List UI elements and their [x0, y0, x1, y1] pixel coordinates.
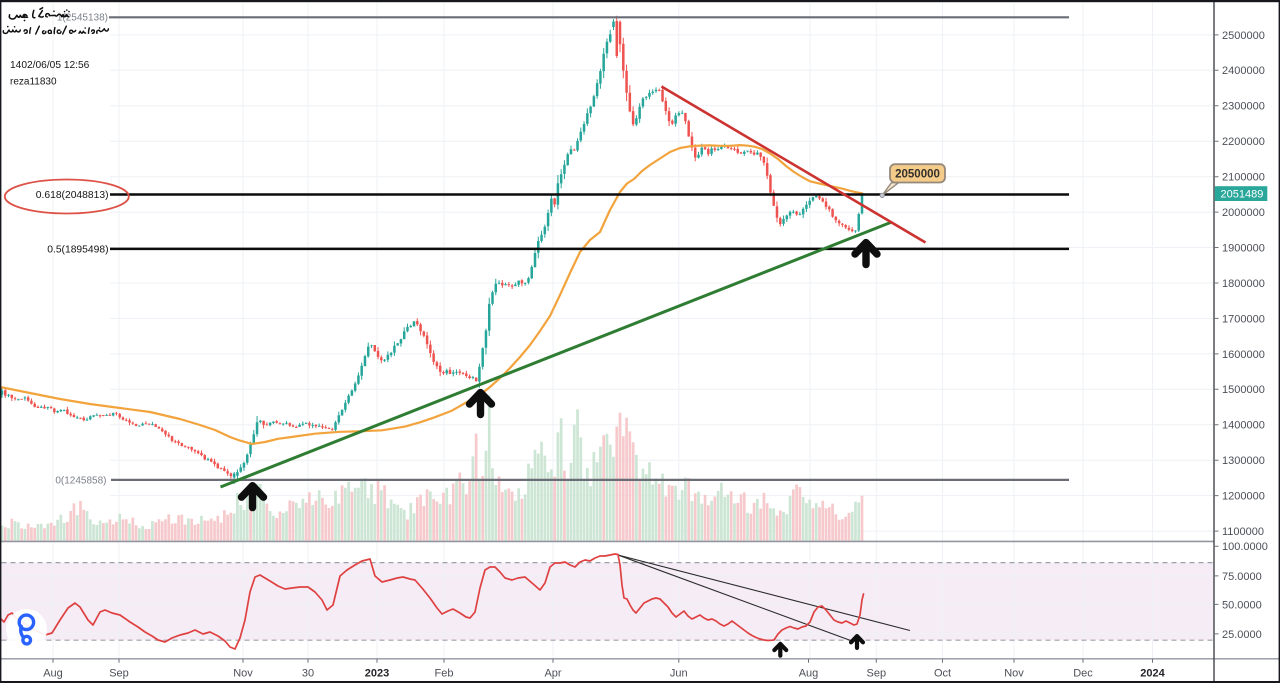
svg-text:reza11830: reza11830	[10, 76, 57, 87]
svg-text:Apr: Apr	[544, 668, 561, 680]
svg-text:2000000: 2000000	[1222, 207, 1265, 219]
svg-text:2500000: 2500000	[1222, 30, 1265, 42]
svg-text:1800000: 1800000	[1222, 278, 1265, 290]
svg-text:30: 30	[302, 668, 314, 680]
svg-text:Aug: Aug	[799, 668, 819, 680]
svg-text:2023: 2023	[365, 668, 389, 680]
svg-text:1500000: 1500000	[1222, 384, 1265, 396]
svg-text:1100000: 1100000	[1222, 526, 1264, 538]
svg-text:1600000: 1600000	[1222, 349, 1265, 361]
svg-text:0.618(2048813): 0.618(2048813)	[36, 190, 109, 201]
svg-text:2200000: 2200000	[1222, 136, 1265, 148]
svg-text:2100000: 2100000	[1222, 172, 1265, 184]
svg-text:1300000: 1300000	[1222, 455, 1265, 467]
svg-text:2300000: 2300000	[1222, 101, 1265, 113]
svg-text:Sep: Sep	[109, 668, 129, 680]
svg-text:100.0000: 100.0000	[1222, 541, 1268, 553]
svg-text:2400000: 2400000	[1222, 65, 1265, 77]
svg-text:Oct: Oct	[934, 668, 951, 680]
svg-text:Dec: Dec	[1073, 668, 1093, 680]
svg-text:0.5(1895498): 0.5(1895498)	[47, 244, 108, 255]
svg-text:1400000: 1400000	[1222, 420, 1265, 432]
svg-text:Sep: Sep	[867, 668, 887, 680]
svg-text:50.0000: 50.0000	[1222, 599, 1262, 611]
svg-text:2024: 2024	[1140, 668, 1165, 680]
svg-text:Nov: Nov	[233, 668, 253, 680]
svg-text:Jun: Jun	[670, 668, 688, 680]
svg-text:75.0000: 75.0000	[1222, 571, 1262, 583]
svg-text:Nov: Nov	[1004, 668, 1024, 680]
svg-text:Feb: Feb	[435, 668, 454, 680]
svg-text:25.0000: 25.0000	[1222, 629, 1262, 641]
svg-text:1900000: 1900000	[1222, 242, 1265, 254]
svg-text:0(1245858): 0(1245858)	[55, 475, 106, 486]
svg-text:2050000: 2050000	[895, 169, 940, 181]
svg-text:1200000: 1200000	[1222, 491, 1265, 503]
svg-text:2051489: 2051489	[1221, 188, 1264, 200]
svg-text:1402/06/05 12:56: 1402/06/05 12:56	[10, 60, 90, 71]
svg-text:1(2545138): 1(2545138)	[57, 13, 108, 24]
svg-text:Aug: Aug	[43, 668, 63, 680]
svg-text:1700000: 1700000	[1222, 313, 1265, 325]
